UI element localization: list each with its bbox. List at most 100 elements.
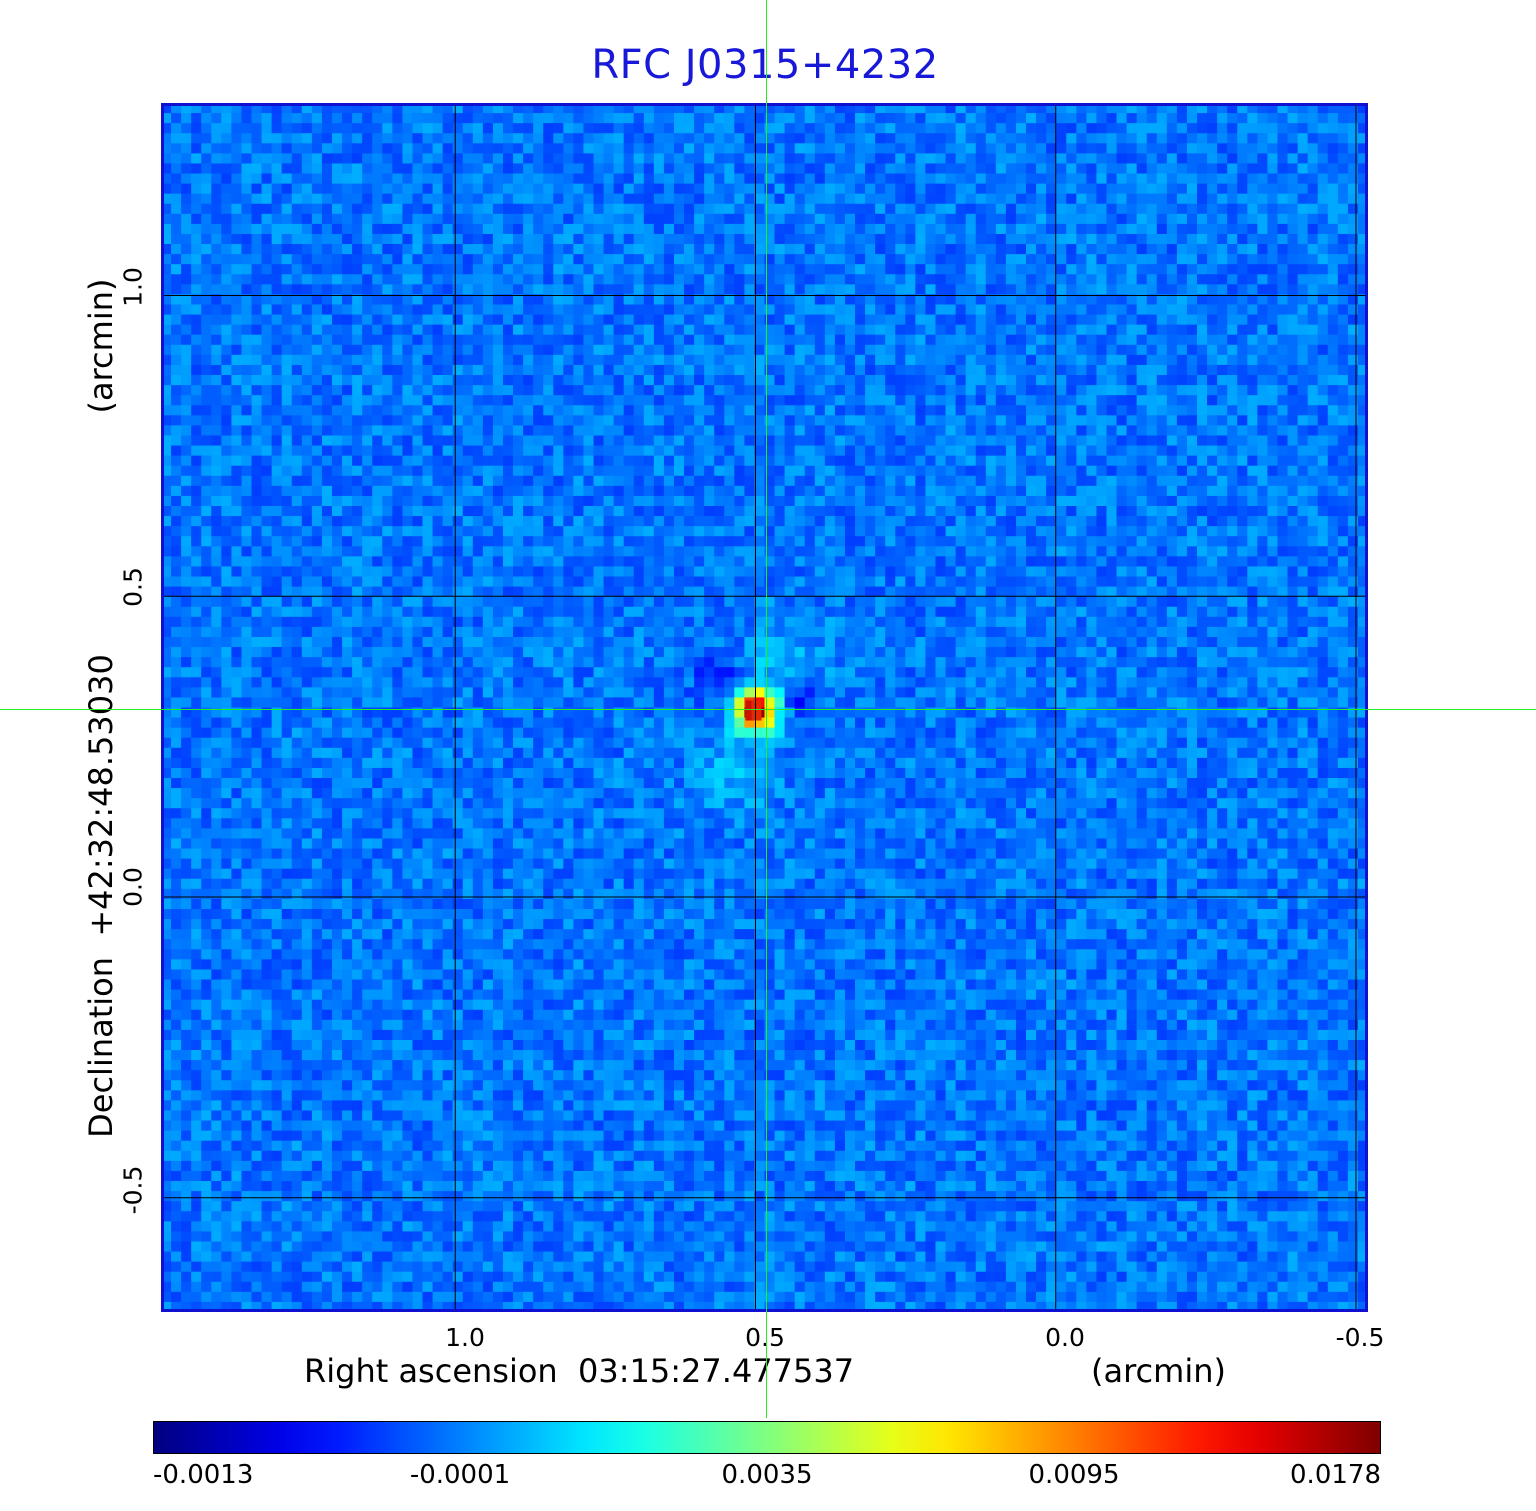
intensity-pixel	[221, 233, 233, 245]
intensity-pixel	[744, 123, 756, 134]
intensity-pixel	[613, 103, 625, 114]
intensity-pixel	[1287, 173, 1299, 185]
intensity-pixel	[1287, 344, 1299, 356]
intensity-pixel	[844, 183, 856, 195]
intensity-pixel	[593, 143, 605, 154]
intensity-pixel	[513, 163, 524, 175]
intensity-pixel	[1146, 395, 1158, 406]
intensity-pixel	[844, 233, 856, 245]
intensity-pixel	[1146, 213, 1158, 225]
intensity-pixel	[523, 264, 534, 275]
intensity-pixel	[975, 203, 987, 215]
intensity-pixel	[985, 344, 997, 356]
intensity-pixel	[1257, 445, 1269, 457]
intensity-pixel	[573, 425, 585, 437]
intensity-pixel	[583, 163, 595, 175]
intensity-pixel	[231, 334, 243, 346]
intensity-pixel	[734, 485, 745, 497]
intensity-pixel	[613, 284, 625, 296]
intensity-pixel	[462, 334, 474, 346]
intensity-pixel	[321, 385, 333, 396]
intensity-pixel	[301, 183, 313, 195]
intensity-pixel	[231, 304, 243, 316]
intensity-pixel	[281, 274, 293, 285]
intensity-pixel	[311, 304, 323, 316]
intensity-pixel	[1176, 405, 1188, 416]
intensity-pixel	[1227, 324, 1238, 336]
intensity-pixel	[1156, 354, 1168, 366]
intensity-pixel	[321, 254, 333, 265]
intensity-pixel	[1317, 435, 1329, 447]
intensity-pixel	[714, 233, 725, 245]
intensity-pixel	[553, 495, 564, 507]
intensity-pixel	[1116, 244, 1128, 255]
intensity-pixel	[331, 455, 343, 467]
intensity-pixel	[583, 223, 595, 235]
intensity-pixel	[714, 445, 725, 457]
intensity-pixel	[1096, 143, 1108, 154]
intensity-pixel	[1005, 334, 1017, 346]
intensity-pixel	[382, 415, 393, 426]
intensity-pixel	[452, 123, 464, 134]
intensity-pixel	[1307, 314, 1319, 326]
intensity-pixel	[221, 375, 233, 386]
intensity-pixel	[492, 465, 504, 477]
intensity-pixel	[1096, 485, 1108, 497]
intensity-pixel	[201, 213, 212, 225]
intensity-pixel	[1096, 244, 1108, 255]
intensity-pixel	[724, 304, 735, 316]
intensity-pixel	[1357, 203, 1368, 215]
intensity-pixel	[955, 405, 967, 416]
intensity-pixel	[181, 344, 192, 356]
intensity-pixel	[643, 506, 655, 517]
intensity-pixel	[331, 274, 343, 285]
intensity-pixel	[231, 223, 243, 235]
intensity-pixel	[1277, 294, 1289, 306]
intensity-pixel	[1247, 274, 1258, 285]
intensity-pixel	[1327, 133, 1339, 144]
intensity-pixel	[513, 153, 524, 165]
intensity-pixel	[442, 516, 454, 527]
intensity-pixel	[905, 334, 916, 346]
intensity-pixel	[684, 173, 695, 185]
intensity-pixel	[905, 103, 916, 114]
intensity-pixel	[814, 495, 826, 507]
intensity-pixel	[653, 274, 665, 285]
intensity-pixel	[211, 173, 222, 185]
intensity-pixel	[885, 294, 896, 306]
intensity-pixel	[1237, 425, 1248, 437]
intensity-pixel	[1036, 475, 1047, 487]
intensity-pixel	[774, 193, 786, 205]
intensity-pixel	[824, 213, 836, 225]
intensity-pixel	[422, 254, 434, 265]
intensity-pixel	[513, 324, 524, 336]
intensity-pixel	[1005, 294, 1017, 306]
intensity-pixel	[392, 485, 403, 497]
intensity-pixel	[372, 193, 383, 205]
intensity-pixel	[1307, 284, 1319, 296]
intensity-pixel	[1126, 485, 1138, 497]
intensity-pixel	[352, 334, 363, 346]
intensity-pixel	[1015, 103, 1027, 114]
intensity-pixel	[653, 405, 665, 416]
intensity-pixel	[895, 223, 906, 235]
intensity-pixel	[442, 435, 454, 447]
intensity-pixel	[191, 203, 202, 215]
intensity-pixel	[865, 425, 876, 437]
intensity-pixel	[1146, 103, 1158, 114]
intensity-pixel	[855, 455, 866, 467]
intensity-pixel	[1056, 495, 1067, 507]
intensity-pixel	[1237, 485, 1248, 497]
intensity-pixel	[1026, 153, 1037, 165]
intensity-pixel	[774, 425, 786, 437]
intensity-pixel	[724, 324, 735, 336]
intensity-pixel	[482, 113, 494, 124]
intensity-pixel	[1086, 173, 1098, 185]
intensity-pixel	[975, 163, 987, 175]
intensity-pixel	[1156, 123, 1168, 134]
intensity-pixel	[744, 203, 756, 215]
intensity-pixel	[965, 213, 977, 225]
intensity-pixel	[1277, 143, 1289, 154]
intensity-pixel	[452, 213, 464, 225]
intensity-pixel	[241, 264, 253, 275]
